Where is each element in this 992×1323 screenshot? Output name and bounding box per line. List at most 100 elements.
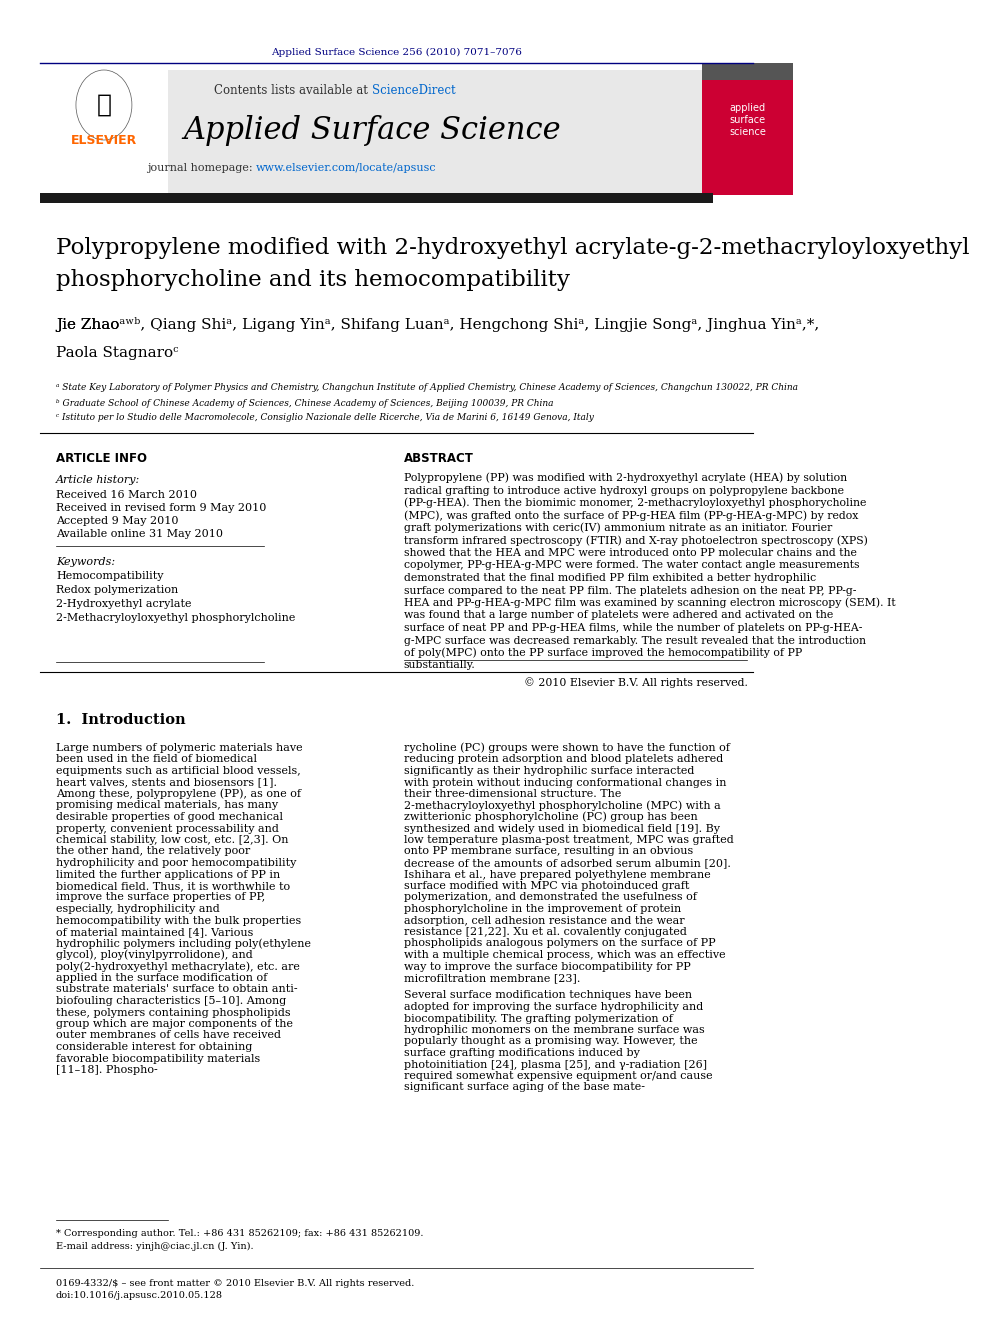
Text: way to improve the surface biocompatibility for PP: way to improve the surface biocompatibil… — [404, 962, 690, 971]
Text: rycholine (PC) groups were shown to have the function of: rycholine (PC) groups were shown to have… — [404, 742, 729, 753]
Text: Available online 31 May 2010: Available online 31 May 2010 — [56, 529, 223, 538]
Text: surface modified with MPC via photoinduced graft: surface modified with MPC via photoinduc… — [404, 881, 689, 890]
Text: copolymer, PP-g-HEA-g-MPC were formed. The water contact angle measurements: copolymer, PP-g-HEA-g-MPC were formed. T… — [404, 561, 859, 570]
Text: zwitterionic phosphorylcholine (PC) group has been: zwitterionic phosphorylcholine (PC) grou… — [404, 812, 697, 823]
Text: with protein without inducing conformational changes in: with protein without inducing conformati… — [404, 778, 726, 787]
Text: Contents lists available at: Contents lists available at — [214, 83, 372, 97]
Text: demonstrated that the final modified PP film exhibited a better hydrophilic: demonstrated that the final modified PP … — [404, 573, 815, 583]
Text: transform infrared spectroscopy (FTIR) and X-ray photoelectron spectroscopy (XPS: transform infrared spectroscopy (FTIR) a… — [404, 536, 868, 546]
Text: hydrophilic monomers on the membrane surface was: hydrophilic monomers on the membrane sur… — [404, 1025, 704, 1035]
Text: www.elsevier.com/locate/apsusc: www.elsevier.com/locate/apsusc — [256, 163, 436, 173]
Text: ABSTRACT: ABSTRACT — [404, 451, 473, 464]
Text: Hemocompatibility: Hemocompatibility — [56, 572, 164, 581]
Text: group which are major components of the: group which are major components of the — [56, 1019, 293, 1029]
Text: popularly thought as a promising way. However, the: popularly thought as a promising way. Ho… — [404, 1036, 697, 1046]
Text: property, convenient processability and: property, convenient processability and — [56, 823, 279, 833]
Text: 2-methacryloyloxyethyl phosphorylcholine (MPC) with a: 2-methacryloyloxyethyl phosphorylcholine… — [404, 800, 720, 811]
Text: limited the further applications of PP in: limited the further applications of PP i… — [56, 869, 280, 880]
Text: surface grafting modifications induced by: surface grafting modifications induced b… — [404, 1048, 640, 1058]
Text: photoinitiation [24], plasma [25], and γ-radiation [26]: photoinitiation [24], plasma [25], and γ… — [404, 1060, 707, 1069]
Text: Received 16 March 2010: Received 16 March 2010 — [56, 490, 197, 500]
Text: significant surface aging of the base mate-: significant surface aging of the base ma… — [404, 1082, 645, 1093]
Text: applied in the surface modification of: applied in the surface modification of — [56, 972, 267, 983]
Text: required somewhat expensive equipment or/and cause: required somewhat expensive equipment or… — [404, 1072, 712, 1081]
Text: HEA and PP-g-HEA-g-MPC film was examined by scanning electron microscopy (SEM). : HEA and PP-g-HEA-g-MPC film was examined… — [404, 598, 896, 609]
Text: surface of neat PP and PP-g-HEA films, while the number of platelets on PP-g-HEA: surface of neat PP and PP-g-HEA films, w… — [404, 623, 862, 632]
Text: the other hand, the relatively poor: the other hand, the relatively poor — [56, 847, 250, 856]
Text: their three-dimensional structure. The: their three-dimensional structure. The — [404, 789, 621, 799]
Text: applied
surface
science: applied surface science — [729, 103, 766, 136]
Text: 1.  Introduction: 1. Introduction — [56, 713, 186, 728]
FancyBboxPatch shape — [40, 70, 168, 194]
Text: phosphorylcholine in the improvement of protein: phosphorylcholine in the improvement of … — [404, 904, 681, 914]
Text: adsorption, cell adhesion resistance and the wear: adsorption, cell adhesion resistance and… — [404, 916, 684, 926]
Text: of material maintained [4]. Various: of material maintained [4]. Various — [56, 927, 253, 937]
Text: g-MPC surface was decreased remarkably. The result revealed that the introductio: g-MPC surface was decreased remarkably. … — [404, 635, 866, 646]
FancyBboxPatch shape — [40, 193, 713, 202]
Text: biofouling characteristics [5–10]. Among: biofouling characteristics [5–10]. Among — [56, 996, 287, 1005]
Text: phospholipids analogous polymers on the surface of PP: phospholipids analogous polymers on the … — [404, 938, 715, 949]
Text: outer membranes of cells have received: outer membranes of cells have received — [56, 1031, 281, 1040]
Text: Among these, polypropylene (PP), as one of: Among these, polypropylene (PP), as one … — [56, 789, 301, 799]
Text: hydrophilic polymers including poly(ethylene: hydrophilic polymers including poly(ethy… — [56, 938, 310, 949]
Text: ᶜ Istituto per lo Studio delle Macromolecole, Consiglio Nazionale delle Ricerche: ᶜ Istituto per lo Studio delle Macromole… — [56, 414, 594, 422]
Text: hydrophilicity and poor hemocompatibility: hydrophilicity and poor hemocompatibilit… — [56, 859, 297, 868]
Text: [11–18]. Phospho-: [11–18]. Phospho- — [56, 1065, 158, 1076]
Text: of poly(MPC) onto the PP surface improved the hemocompatibility of PP: of poly(MPC) onto the PP surface improve… — [404, 648, 802, 659]
Text: phosphorycholine and its hemocompatibility: phosphorycholine and its hemocompatibili… — [56, 269, 570, 291]
FancyBboxPatch shape — [40, 70, 711, 194]
Text: desirable properties of good mechanical: desirable properties of good mechanical — [56, 812, 283, 822]
Text: showed that the HEA and MPC were introduced onto PP molecular chains and the: showed that the HEA and MPC were introdu… — [404, 548, 857, 558]
Text: substrate materials' surface to obtain anti-: substrate materials' surface to obtain a… — [56, 984, 298, 995]
Text: with a multiple chemical process, which was an effective: with a multiple chemical process, which … — [404, 950, 725, 960]
Text: favorable biocompatibility materials: favorable biocompatibility materials — [56, 1053, 260, 1064]
Text: promising medical materials, has many: promising medical materials, has many — [56, 800, 278, 811]
Text: 0169-4332/$ – see front matter © 2010 Elsevier B.V. All rights reserved.: 0169-4332/$ – see front matter © 2010 El… — [56, 1278, 415, 1287]
Text: these, polymers containing phospholipids: these, polymers containing phospholipids — [56, 1008, 291, 1017]
Text: ELSEVIER: ELSEVIER — [70, 134, 137, 147]
Text: decrease of the amounts of adsorbed serum albumin [20].: decrease of the amounts of adsorbed seru… — [404, 859, 730, 868]
Text: adopted for improving the surface hydrophilicity and: adopted for improving the surface hydrop… — [404, 1002, 703, 1012]
Text: Jie Zhaoᵃʷᵇ, Qiang Shiᵃ, Ligang Yinᵃ, Shifang Luanᵃ, Hengchong Shiᵃ, Lingjie Son: Jie Zhaoᵃʷᵇ, Qiang Shiᵃ, Ligang Yinᵃ, Sh… — [56, 318, 819, 332]
Text: considerable interest for obtaining: considerable interest for obtaining — [56, 1043, 252, 1052]
Text: * Corresponding author. Tel.: +86 431 85262109; fax: +86 431 85262109.: * Corresponding author. Tel.: +86 431 85… — [56, 1229, 424, 1237]
Text: ARTICLE INFO: ARTICLE INFO — [56, 451, 147, 464]
Text: Keywords:: Keywords: — [56, 557, 115, 568]
Text: doi:10.1016/j.apsusc.2010.05.128: doi:10.1016/j.apsusc.2010.05.128 — [56, 1291, 223, 1301]
Text: ᵃ State Key Laboratory of Polymer Physics and Chemistry, Changchun Institute of : ᵃ State Key Laboratory of Polymer Physic… — [56, 384, 798, 393]
Text: hemocompatibility with the bulk properties: hemocompatibility with the bulk properti… — [56, 916, 302, 926]
Text: especially, hydrophilicity and: especially, hydrophilicity and — [56, 904, 219, 914]
Text: E-mail address: yinjh@ciac.jl.cn (J. Yin).: E-mail address: yinjh@ciac.jl.cn (J. Yin… — [56, 1241, 254, 1250]
Text: equipments such as artificial blood vessels,: equipments such as artificial blood vess… — [56, 766, 301, 777]
FancyBboxPatch shape — [702, 64, 793, 79]
Text: Large numbers of polymeric materials have: Large numbers of polymeric materials hav… — [56, 744, 303, 753]
Text: 2-Methacryloyloxyethyl phosphorylcholine: 2-Methacryloyloxyethyl phosphorylcholine — [56, 613, 296, 623]
Text: ScienceDirect: ScienceDirect — [372, 83, 455, 97]
Text: Ishihara et al., have prepared polyethylene membrane: Ishihara et al., have prepared polyethyl… — [404, 869, 710, 880]
Text: Polypropylene (PP) was modified with 2-hydroxyethyl acrylate (HEA) by solution: Polypropylene (PP) was modified with 2-h… — [404, 472, 847, 483]
Text: been used in the field of biomedical: been used in the field of biomedical — [56, 754, 257, 765]
Text: resistance [21,22]. Xu et al. covalently conjugated: resistance [21,22]. Xu et al. covalently… — [404, 927, 686, 937]
Text: graft polymerizations with ceric(IV) ammonium nitrate as an initiator. Fourier: graft polymerizations with ceric(IV) amm… — [404, 523, 832, 533]
Text: synthesized and widely used in biomedical field [19]. By: synthesized and widely used in biomedica… — [404, 823, 720, 833]
Text: 2-Hydroxyethyl acrylate: 2-Hydroxyethyl acrylate — [56, 599, 191, 609]
Text: low temperature plasma-post treatment, MPC was grafted: low temperature plasma-post treatment, M… — [404, 835, 733, 845]
Text: radical grafting to introduce active hydroxyl groups on polypropylene backbone: radical grafting to introduce active hyd… — [404, 486, 844, 496]
Text: journal homepage:: journal homepage: — [147, 163, 256, 173]
Text: Applied Surface Science: Applied Surface Science — [183, 115, 560, 146]
Text: 🌳: 🌳 — [96, 93, 111, 116]
Text: (PP-g-HEA). Then the biomimic monomer, 2-methacryloyloxyethyl phosphorycholine: (PP-g-HEA). Then the biomimic monomer, 2… — [404, 497, 866, 508]
Text: improve the surface properties of PP,: improve the surface properties of PP, — [56, 893, 265, 902]
Text: was found that a large number of platelets were adhered and activated on the: was found that a large number of platele… — [404, 610, 833, 620]
Text: Paola Stagnaroᶜ: Paola Stagnaroᶜ — [56, 347, 179, 360]
Text: ᵇ Graduate School of Chinese Academy of Sciences, Chinese Academy of Sciences, B: ᵇ Graduate School of Chinese Academy of … — [56, 398, 554, 407]
Text: Redox polymerization: Redox polymerization — [56, 585, 179, 595]
Text: surface compared to the neat PP film. The platelets adhesion on the neat PP, PP-: surface compared to the neat PP film. Th… — [404, 586, 856, 595]
Text: Accepted 9 May 2010: Accepted 9 May 2010 — [56, 516, 179, 527]
Text: glycol), ploy(vinylpyrrolidone), and: glycol), ploy(vinylpyrrolidone), and — [56, 950, 253, 960]
Text: Article history:: Article history: — [56, 475, 140, 486]
Text: heart valves, stents and biosensors [1].: heart valves, stents and biosensors [1]. — [56, 778, 277, 787]
Text: biocompatibility. The grafting polymerization of: biocompatibility. The grafting polymeriz… — [404, 1013, 673, 1024]
Text: polymerization, and demonstrated the usefulness of: polymerization, and demonstrated the use… — [404, 893, 696, 902]
Text: microfiltration membrane [23].: microfiltration membrane [23]. — [404, 972, 580, 983]
